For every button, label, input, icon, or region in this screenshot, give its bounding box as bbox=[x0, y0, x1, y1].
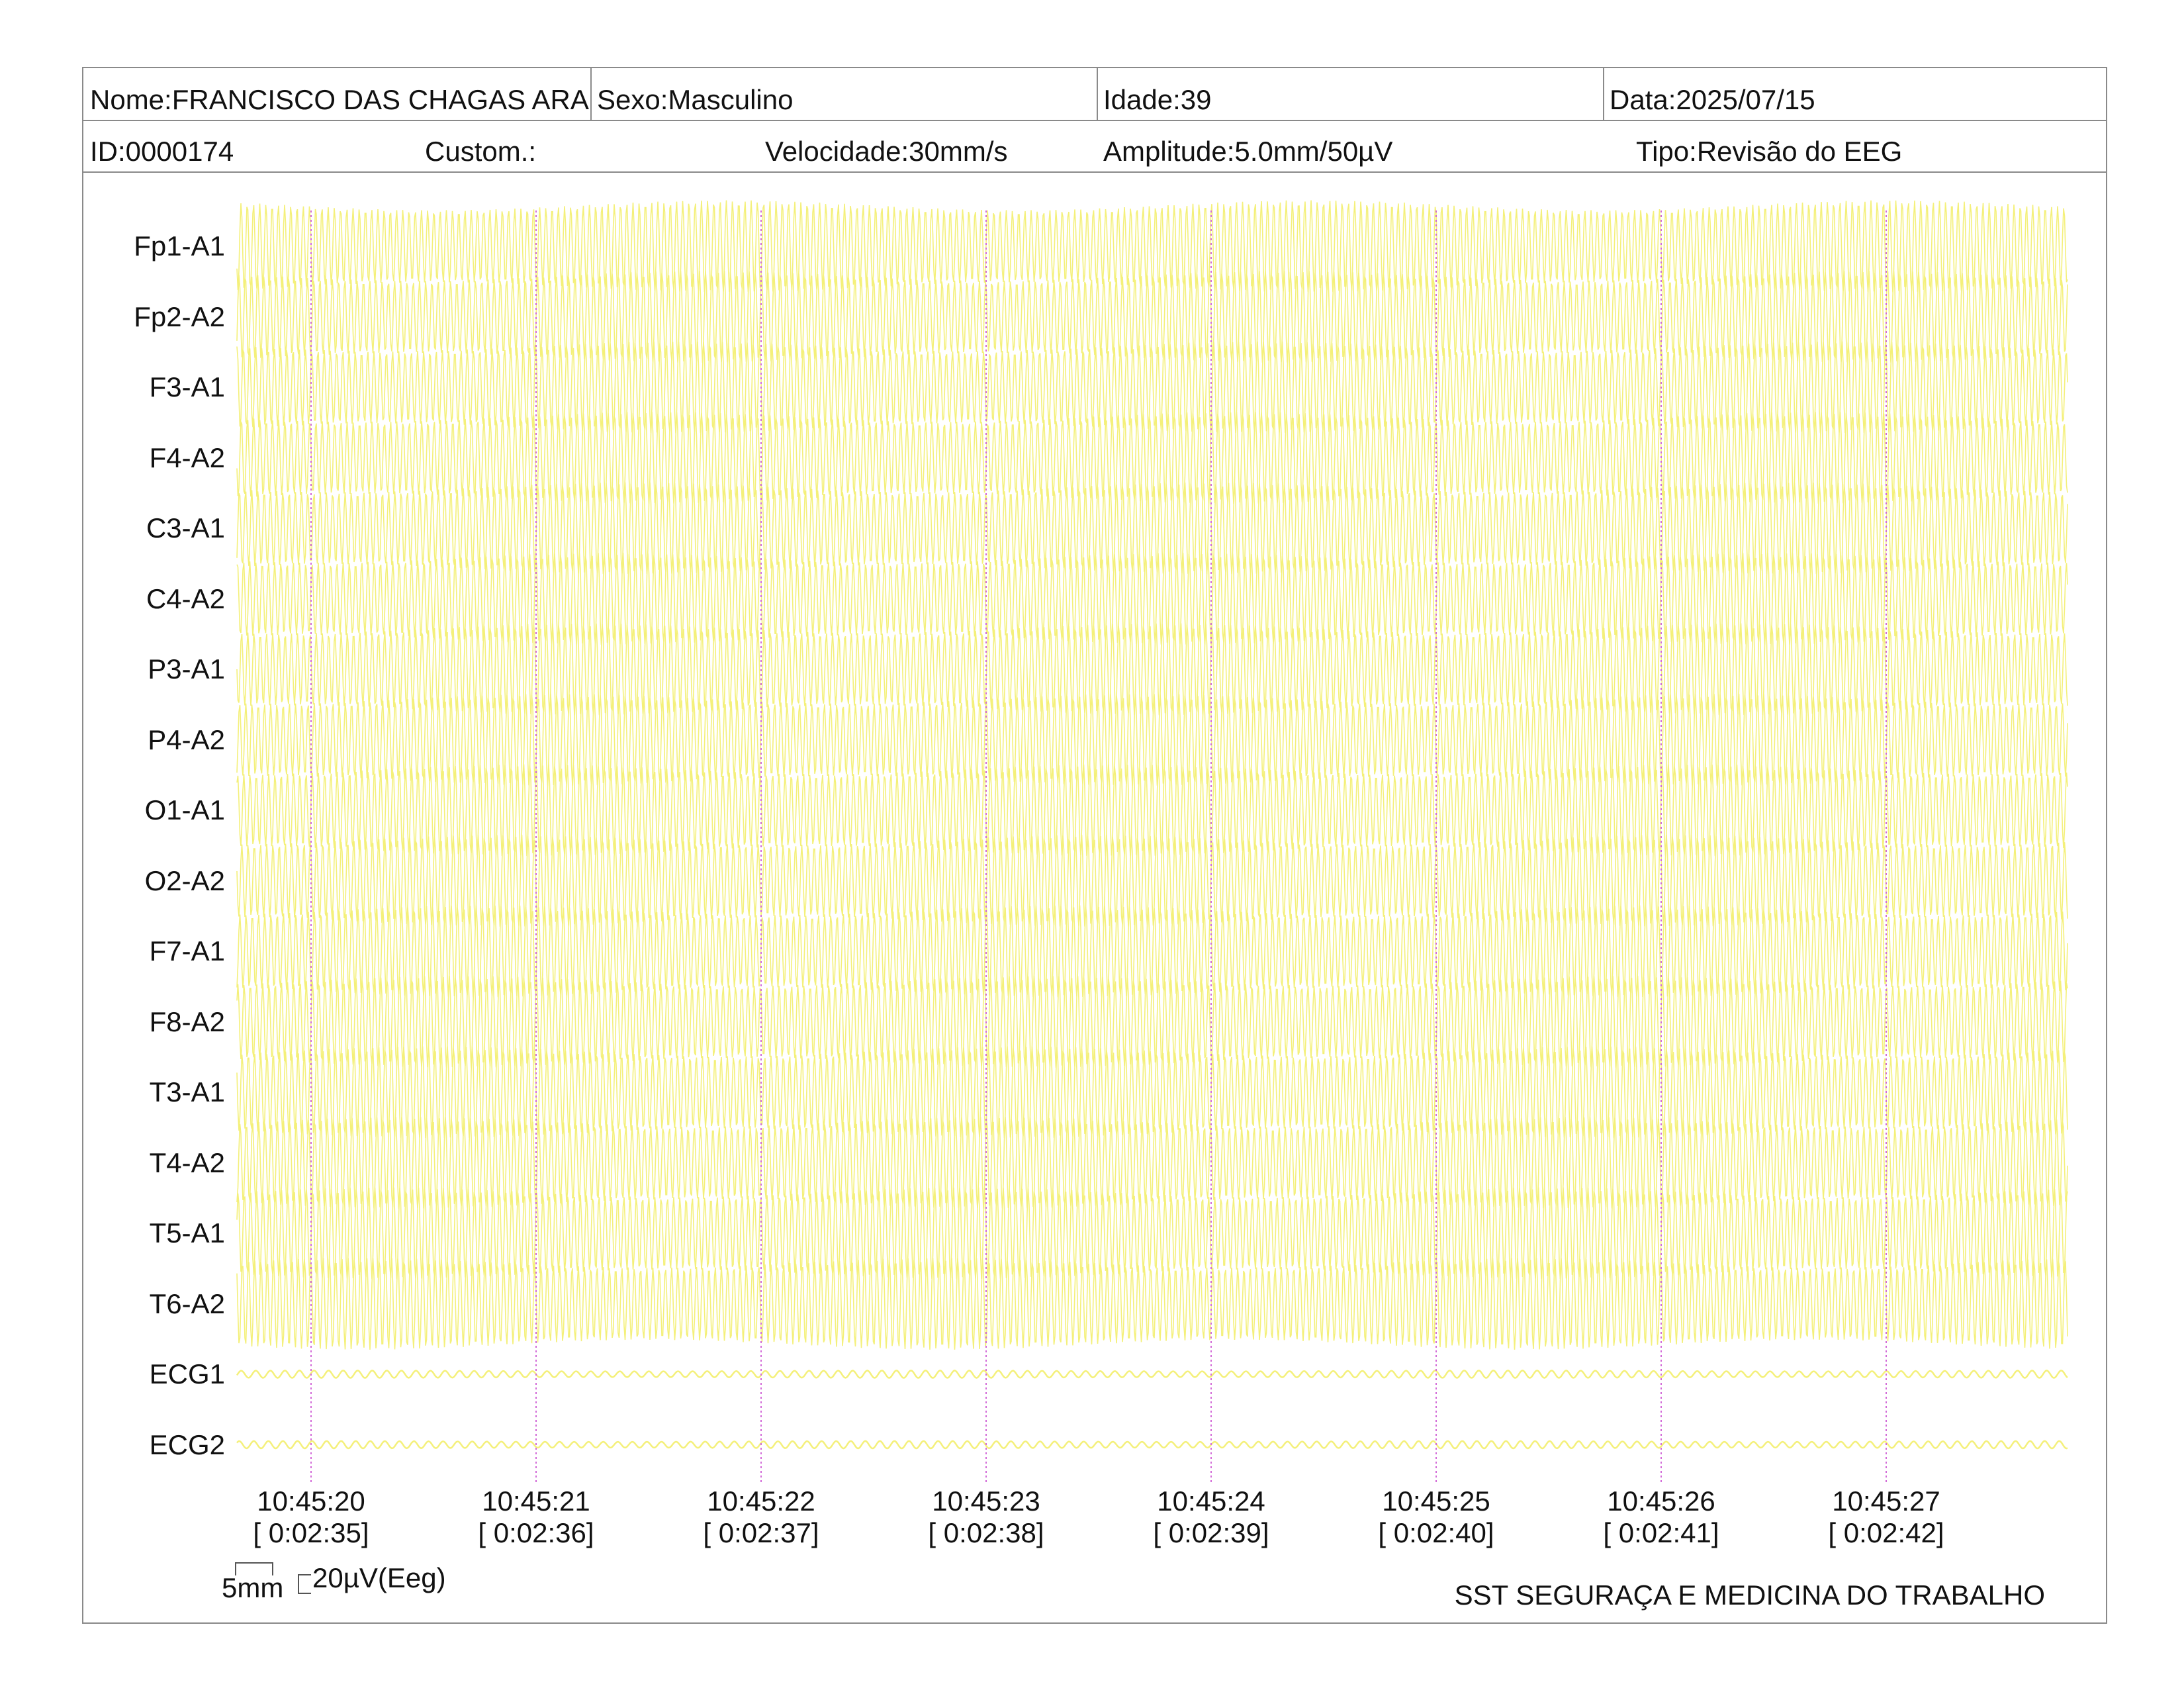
header-divider bbox=[1603, 68, 1604, 120]
tick-clock-time: 10:45:25 bbox=[1382, 1485, 1490, 1517]
amplitude-setting: Amplitude:5.0mm/50µV bbox=[1103, 136, 1393, 167]
channel-label: T4-A2 bbox=[149, 1147, 225, 1178]
patient-id: ID:0000174 bbox=[90, 136, 234, 167]
speed-setting: Velocidade:30mm/s bbox=[765, 136, 1008, 167]
tick-elapsed-time: [ 0:02:42] bbox=[1828, 1517, 1944, 1548]
header-row-settings: ID:0000174 Custom.: Velocidade:30mm/s Am… bbox=[83, 121, 2106, 173]
time-tick: 10:45:26[ 0:02:41] bbox=[1582, 1485, 1741, 1549]
channel-trace bbox=[236, 764, 2068, 857]
scale-mm-label: 5mm bbox=[222, 1572, 284, 1603]
time-tick: 10:45:23[ 0:02:38] bbox=[907, 1485, 1066, 1549]
tick-clock-time: 10:45:26 bbox=[1607, 1485, 1715, 1517]
channel-trace bbox=[236, 1258, 2068, 1350]
tick-clock-time: 10:45:23 bbox=[932, 1485, 1040, 1517]
channel-label: F3-A1 bbox=[149, 371, 225, 402]
channel-trace bbox=[236, 623, 2068, 716]
channel-label: ECG1 bbox=[149, 1358, 225, 1389]
tick-clock-time: 10:45:20 bbox=[257, 1485, 365, 1517]
channel-label: C3-A1 bbox=[146, 512, 225, 543]
custom-field: Custom.: bbox=[425, 136, 537, 167]
tick-clock-time: 10:45:21 bbox=[482, 1485, 590, 1517]
tick-elapsed-time: [ 0:02:39] bbox=[1153, 1517, 1269, 1548]
time-tick: 10:45:25[ 0:02:40] bbox=[1357, 1485, 1516, 1549]
patient-name: Nome:FRANCISCO DAS CHAGAS ARA bbox=[90, 84, 589, 115]
channel-label: O2-A2 bbox=[144, 865, 225, 896]
channel-label: T5-A1 bbox=[149, 1217, 225, 1248]
patient-sex: Sexo:Masculino bbox=[597, 84, 794, 115]
time-tick: 10:45:20[ 0:02:35] bbox=[232, 1485, 390, 1549]
tick-clock-time: 10:45:24 bbox=[1157, 1485, 1265, 1517]
channel-trace bbox=[236, 553, 2068, 645]
tick-elapsed-time: [ 0:02:40] bbox=[1378, 1517, 1494, 1548]
channel-label: F4-A2 bbox=[149, 442, 225, 473]
scale-uv-label: 20µV(Eeg) bbox=[312, 1562, 446, 1593]
scale-mm-bracket bbox=[235, 1562, 273, 1575]
channel-label: T6-A2 bbox=[149, 1288, 225, 1319]
patient-age: Idade:39 bbox=[1103, 84, 1212, 115]
tick-elapsed-time: [ 0:02:41] bbox=[1603, 1517, 1719, 1548]
channel-trace bbox=[236, 1046, 2068, 1139]
channel-trace bbox=[236, 1187, 2068, 1280]
report-sheet: Nome:FRANCISCO DAS CHAGAS ARA Sexo:Mascu… bbox=[82, 67, 2107, 1624]
time-tick: 10:45:27[ 0:02:42] bbox=[1807, 1485, 1966, 1549]
tick-elapsed-time: [ 0:02:37] bbox=[703, 1517, 819, 1548]
channel-label: F8-A2 bbox=[149, 1006, 225, 1037]
header-divider bbox=[590, 68, 592, 120]
channel-label: P4-A2 bbox=[148, 724, 225, 755]
channel-label: C4-A2 bbox=[146, 583, 225, 614]
tick-elapsed-time: [ 0:02:36] bbox=[478, 1517, 594, 1548]
channel-label: T3-A1 bbox=[149, 1076, 225, 1107]
channel-trace bbox=[236, 341, 2068, 434]
time-tick: 10:45:21[ 0:02:36] bbox=[457, 1485, 615, 1549]
channel-label: O1-A1 bbox=[144, 794, 225, 825]
tick-elapsed-time: [ 0:02:38] bbox=[928, 1517, 1044, 1548]
channel-label: F7-A1 bbox=[149, 935, 225, 966]
channel-label: P3-A1 bbox=[148, 653, 225, 684]
time-tick: 10:45:22[ 0:02:37] bbox=[682, 1485, 841, 1549]
header-divider bbox=[1097, 68, 1098, 120]
channel-label: ECG2 bbox=[149, 1429, 225, 1460]
header-row-patient: Nome:FRANCISCO DAS CHAGAS ARA Sexo:Mascu… bbox=[83, 68, 2106, 121]
channel-trace bbox=[236, 482, 2068, 575]
channel-trace bbox=[236, 1370, 2068, 1379]
channel-trace bbox=[236, 835, 2068, 927]
channel-trace bbox=[236, 976, 2068, 1068]
channel-label: Fp1-A1 bbox=[134, 230, 225, 261]
channel-label: Fp2-A2 bbox=[134, 301, 225, 332]
exam-date: Data:2025/07/15 bbox=[1610, 84, 1815, 115]
scale-uv-bracket bbox=[298, 1574, 311, 1594]
tick-elapsed-time: [ 0:02:35] bbox=[253, 1517, 369, 1548]
channel-trace bbox=[236, 271, 2068, 363]
exam-type: Tipo:Revisão do EEG bbox=[1636, 136, 1903, 167]
channel-trace bbox=[236, 412, 2068, 504]
time-tick: 10:45:24[ 0:02:39] bbox=[1132, 1485, 1291, 1549]
channel-trace bbox=[236, 200, 2068, 293]
tick-clock-time: 10:45:22 bbox=[707, 1485, 815, 1517]
tick-clock-time: 10:45:27 bbox=[1832, 1485, 1940, 1517]
clinic-name: SST SEGURAÇA E MEDICINA DO TRABALHO bbox=[1454, 1579, 2045, 1611]
channel-trace bbox=[236, 1440, 2068, 1450]
